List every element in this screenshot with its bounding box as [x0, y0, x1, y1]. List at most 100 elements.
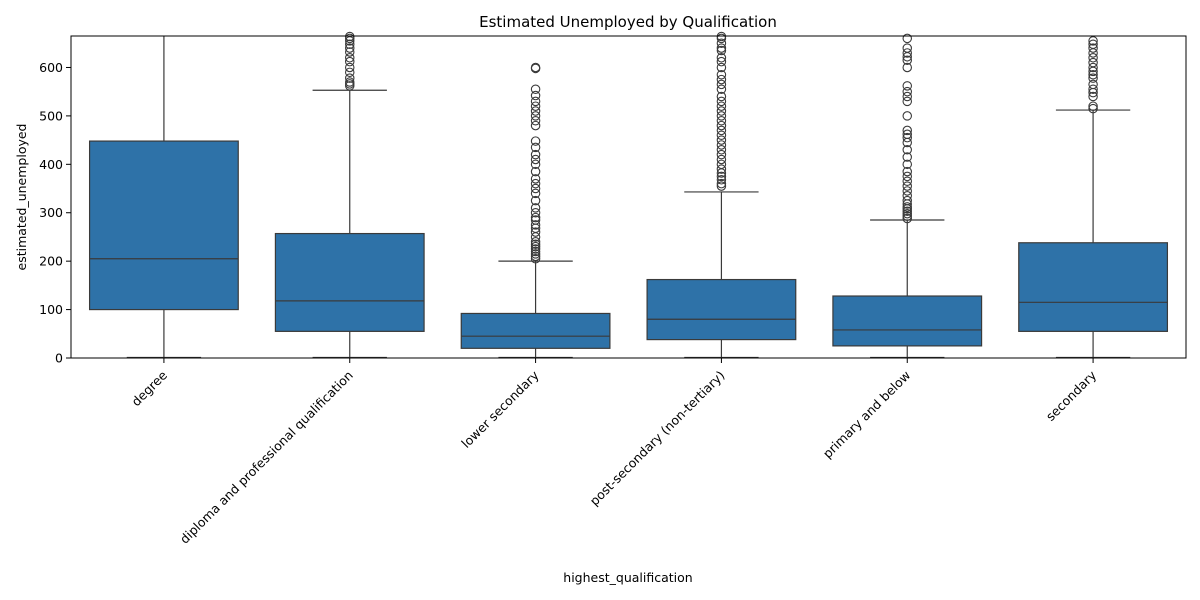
iqr-box: [832, 295, 983, 347]
iqr-box: [88, 140, 239, 311]
iqr-box: [460, 312, 611, 349]
outlier-point: [1088, 79, 1098, 90]
outlier-point: [902, 132, 912, 143]
outlier-point: [530, 159, 541, 170]
outlier-point: [716, 175, 727, 185]
outlier-point: [716, 74, 727, 85]
outlier-point: [902, 48, 912, 58]
outlier-point: [344, 39, 355, 49]
outlier-point: [716, 96, 727, 107]
x-tick-label: lower secondary: [458, 367, 542, 451]
outlier-point: [530, 195, 541, 206]
outlier-point: [530, 239, 541, 249]
outlier-point: [530, 101, 541, 111]
outlier-point: [530, 207, 541, 218]
outlier-point: [1088, 84, 1098, 95]
y-tick-label: 600: [39, 60, 63, 75]
outlier-point: [530, 215, 541, 225]
outlier-point: [1088, 39, 1098, 49]
outlier-point: [530, 241, 541, 252]
outlier-point: [716, 45, 727, 56]
outlier-point: [902, 81, 912, 91]
outlier-point: [530, 212, 541, 223]
outlier-point: [530, 246, 541, 257]
outlier-point: [344, 43, 355, 53]
outlier-point: [902, 86, 912, 97]
y-tick-label: 500: [39, 108, 63, 123]
outlier-point: [1088, 101, 1098, 111]
outlier-point: [530, 84, 541, 95]
x-tick-label: diploma and professional qualification: [177, 368, 356, 547]
outlier-point: [902, 176, 912, 187]
outlier-point: [716, 91, 727, 102]
outlier-point: [716, 154, 727, 165]
box-group-6: [1018, 36, 1169, 359]
outlier-point: [530, 96, 541, 107]
boxes-layer: [88, 31, 1169, 359]
outlier-point: [716, 164, 727, 174]
outlier-point: [902, 186, 912, 196]
outlier-point: [902, 213, 912, 224]
box-group-2: [274, 31, 425, 359]
outlier-point: [1088, 57, 1098, 68]
outlier-point: [344, 77, 355, 87]
outlier-point: [530, 154, 541, 165]
outlier-point: [902, 91, 912, 102]
box-group-5: [832, 33, 983, 359]
outlier-point: [530, 183, 541, 194]
outlier-point: [902, 191, 912, 201]
outlier-point: [716, 43, 727, 53]
x-tick-label: primary and below: [820, 368, 914, 462]
outlier-point: [902, 55, 912, 65]
outlier-point: [1088, 69, 1098, 80]
y-tick-label: 400: [39, 157, 63, 172]
outlier-point: [1088, 48, 1098, 58]
outlier-point: [716, 130, 727, 141]
axes-layer: [70, 35, 1187, 359]
x-tick-label: degree: [128, 367, 170, 409]
outlier-point: [902, 206, 912, 217]
outlier-point: [530, 115, 541, 126]
outlier-point: [344, 53, 355, 63]
outlier-point: [1088, 43, 1098, 53]
outlier-point: [530, 106, 541, 116]
outlier-point: [716, 106, 727, 116]
outlier-point: [902, 33, 912, 44]
outlier-point: [716, 62, 727, 73]
outlier-point: [902, 211, 912, 221]
outlier-point: [902, 152, 912, 162]
outlier-point: [530, 149, 541, 160]
y-ticks: 0 100 200 300 400 500 600: [39, 60, 71, 366]
outlier-point: [344, 47, 355, 57]
outlier-point: [530, 220, 541, 230]
outlier-point: [716, 115, 727, 126]
outlier-point: [716, 56, 727, 67]
y-tick-label: 0: [55, 351, 63, 366]
outlier-point: [716, 140, 727, 150]
box-group-1: [88, 36, 239, 359]
outlier-point: [530, 111, 541, 121]
outlier-point: [530, 253, 541, 264]
outlier-point: [716, 101, 727, 111]
outlier-point: [716, 181, 727, 191]
outlier-point: [530, 174, 541, 184]
outlier-point: [902, 208, 912, 219]
outlier-point: [902, 145, 912, 155]
outlier-point: [716, 38, 727, 49]
outlier-point: [1088, 73, 1098, 83]
outlier-point: [716, 171, 727, 182]
outlier-point: [530, 120, 541, 131]
chart-title: Estimated Unemployed by Qualification: [479, 13, 777, 31]
outlier-point: [530, 166, 541, 177]
outlier-point: [716, 125, 727, 136]
y-tick-label: 100: [39, 302, 63, 317]
outlier-point: [530, 142, 541, 153]
y-tick-label: 300: [39, 205, 63, 220]
outlier-point: [530, 227, 541, 237]
outlier-point: [902, 195, 912, 206]
outlier-point: [902, 111, 912, 121]
iqr-box: [1018, 242, 1169, 332]
outlier-point: [716, 149, 727, 160]
outlier-point: [344, 73, 355, 83]
